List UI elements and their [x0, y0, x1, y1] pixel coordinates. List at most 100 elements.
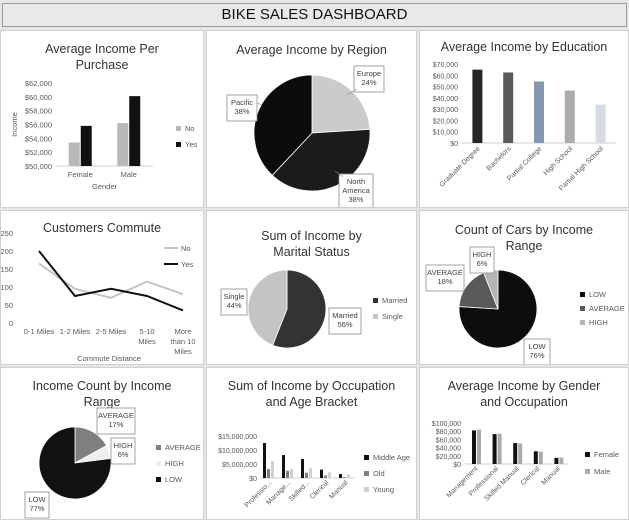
panel-avg-income-region[interactable]: Average Income by Region Europe 24% North A… [206, 30, 417, 208]
x-tick-label: 1-2 Miles [60, 327, 91, 336]
y-tick-label: $0 [249, 476, 257, 483]
x-tick-label: Manual [328, 479, 349, 500]
x-tick-label: Manual [541, 465, 562, 486]
bar-graduate-degree [472, 69, 483, 143]
legend-old-label: Old [373, 469, 385, 478]
legend-low-label: LOW [165, 475, 183, 484]
x-axis-title: Commute Distance [77, 354, 141, 363]
x-axis-title: Gender [92, 182, 118, 191]
legend-average-label: AVERAGE [589, 304, 625, 313]
x-tick-label: Clerical [520, 465, 542, 487]
bar-female-0 [472, 430, 476, 464]
y-tick-label: $30,000 [433, 107, 458, 114]
legend-no-swatch [176, 126, 181, 131]
bar-no-male [117, 123, 129, 166]
panel-customers-commute[interactable]: Customers Commute 0 50 100 150 200 250 0-1 Mil… [0, 210, 204, 365]
panel-income-count-range[interactable]: Income Count by Income Range AVERAGE 17% H… [0, 367, 204, 520]
y-tick-label: $20,000 [433, 118, 458, 125]
label-single-box [220, 288, 248, 316]
label-married-text: 56% [337, 320, 352, 329]
region-slice-europe [311, 74, 371, 134]
label-high-text: 6% [118, 450, 129, 459]
legend-married-label: Married [382, 296, 407, 305]
panel-avg-income-education[interactable]: Average Income by Education $0 $10,000 $20… [419, 30, 629, 208]
label-low-text: 77% [29, 504, 44, 513]
legend-single-swatch [373, 314, 378, 319]
x-tick-label: Miles [174, 347, 192, 356]
chart-title: Average Income by Education [440, 40, 608, 54]
panel-avg-income-purchase[interactable]: Average Income Per Purchase $50,000 $52,0… [0, 30, 204, 208]
bar-old-1 [286, 470, 289, 478]
x-tick-label: Clerical [309, 479, 331, 501]
y-tick-label: $0 [450, 141, 458, 148]
leader-pacific [256, 102, 263, 106]
panel-cars-income-range[interactable]: Count of Cars by Income Range LOW 76% AVER… [419, 210, 629, 365]
line-yes [38, 250, 184, 312]
bar-no-female [68, 142, 80, 166]
y-tick-label: $52,000 [25, 148, 52, 157]
legend-no-label: No [181, 244, 191, 253]
label-average-box [96, 407, 136, 435]
bar-old-3 [324, 475, 327, 478]
legend-low-swatch [156, 477, 161, 482]
y-tick-label: $56,000 [25, 121, 52, 130]
legend-yes-label: Yes [185, 140, 197, 149]
legend-no-label: No [185, 124, 195, 133]
label-pacific-box [226, 94, 258, 122]
bar-female-3 [533, 451, 538, 464]
y-tick-label: $80,000 [436, 429, 461, 436]
bar-yes-male [129, 96, 141, 166]
y-tick-label: $5,000,000 [222, 462, 257, 469]
bar-middle-age-1 [282, 455, 285, 478]
legend-high-swatch [156, 461, 161, 466]
legend-married-swatch [373, 298, 378, 303]
bar-middle-age-0 [263, 443, 266, 478]
x-tick-label: High School [543, 145, 575, 177]
label-north-america-box [338, 173, 374, 207]
label-high-box [110, 437, 136, 465]
leader-europe [346, 88, 358, 96]
y-tick-label: $50,000 [433, 85, 458, 92]
legend-young-label: Young [373, 485, 394, 494]
legend-male-label: Male [594, 467, 610, 476]
chart-customers-commute: 0 50 100 150 200 250 0-1 Miles 1-2 Miles 2-5 Mil… [1, 229, 196, 363]
y-tick-label: $40,000 [436, 446, 461, 453]
legend-average-swatch [580, 306, 585, 311]
x-tick-label: 2-5 Miles [96, 327, 127, 336]
y-tick-label: $70,000 [433, 62, 458, 69]
label-europe-text: Europe [357, 69, 381, 78]
label-average-text: 18% [437, 277, 452, 286]
legend-high-label: HIGH [589, 318, 608, 327]
label-average-text: AVERAGE [427, 268, 463, 277]
y-tick-label: $54,000 [25, 134, 52, 143]
y-tick-label: $60,000 [433, 73, 458, 80]
chart-income-occupation-age: $0$5,000,000$10,000,000$15,000,000Profes… [218, 434, 410, 509]
chart-title: Average Income by Region [236, 43, 387, 57]
panel-income-occupation-age[interactable]: Sum of Income by Occupation and Age Brac… [206, 367, 417, 520]
legend-high-swatch [580, 320, 585, 325]
bar-middle-age-2 [301, 458, 304, 478]
label-pacific-text: Pacific [231, 98, 253, 107]
legend-low-label: LOW [589, 290, 607, 299]
bar-yes-female [80, 125, 92, 166]
bar-middle-age-3 [320, 469, 323, 478]
bar-bachelors [503, 72, 514, 143]
label-low-box [24, 491, 50, 519]
bar-young-0 [271, 461, 274, 478]
label-average-box [425, 264, 465, 292]
bar-female-4 [554, 457, 559, 464]
legend-male-swatch [585, 469, 590, 474]
label-north-america-text: 38% [348, 195, 363, 204]
legend-middle-age-label: Middle Age [373, 453, 410, 462]
y-tick-label: $15,000,000 [218, 434, 257, 441]
panel-avg-income-gender-occupation[interactable]: Average Income by Gender and Occupation … [419, 367, 629, 520]
y-tick-label: $10,000,000 [218, 448, 257, 455]
bar-young-3 [328, 472, 331, 478]
marital-slice-single [247, 269, 288, 346]
legend-yes-swatch [176, 142, 181, 147]
bar-male-2 [518, 443, 523, 464]
x-tick-label: Skilled... [288, 479, 312, 503]
panel-income-marital[interactable]: Sum of Income by Marital Status Married 5… [206, 210, 417, 365]
label-high-text: HIGH [114, 441, 133, 450]
label-europe-text: 24% [361, 78, 376, 87]
